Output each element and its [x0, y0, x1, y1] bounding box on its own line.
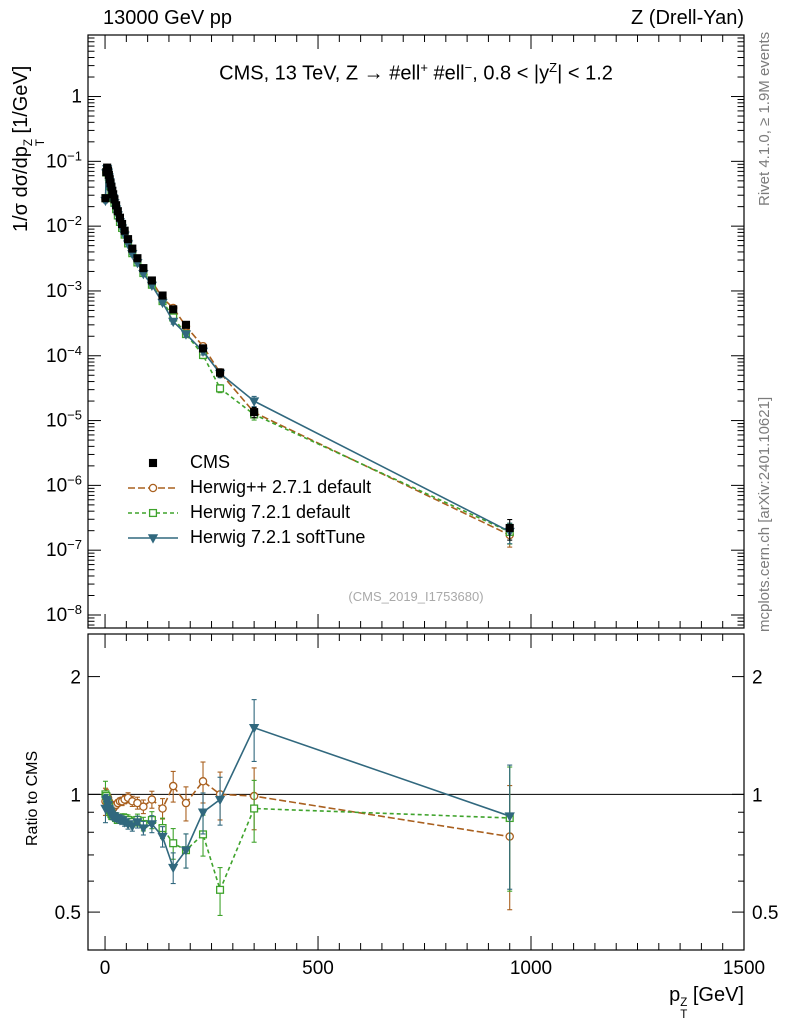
svg-text:2: 2	[70, 668, 81, 689]
legend-item-herwig7-default: Herwig 7.2.1 default	[126, 500, 371, 525]
legend-label-cms: CMS	[190, 452, 230, 472]
legend: CMS Herwig++ 2.7.1 default Herwig 7.2.1 …	[126, 450, 371, 550]
svg-text:10−6: 10−6	[46, 472, 82, 496]
mcplots-attribution-label: mcplots.cern.ch [arXiv:2401.10621]	[756, 396, 773, 632]
svg-text:1500: 1500	[723, 958, 765, 979]
legend-item-cms: CMS	[126, 450, 371, 475]
legend-item-herwig7-softtune: Herwig 7.2.1 softTune	[126, 525, 371, 550]
plot-title: CMS, 13 TeV, Z → #ell+ #ell−, 0.8 < |yZ|…	[219, 60, 613, 85]
herwig7-default-marker-swatch	[128, 508, 178, 517]
cms-marker-swatch	[148, 458, 158, 467]
y-axis-title: 1/σ dσ/dp Z T [1/GeV]	[10, 65, 48, 232]
rivet-version-label: Rivet 4.1.0, ≥ 1.9M events	[756, 31, 773, 206]
legend-label-herwig7-default: Herwig 7.2.1 default	[190, 502, 351, 522]
analysis-id-watermark: (CMS_2019_I1753680)	[348, 589, 484, 604]
svg-text:10−7: 10−7	[46, 537, 82, 561]
herwig7-softtune-marker-swatch	[128, 533, 178, 544]
svg-text:500: 500	[302, 958, 334, 979]
ratio-y-axis-title: Ratio to CMS	[24, 750, 41, 846]
svg-text:1: 1	[71, 87, 82, 108]
svg-text:0.5: 0.5	[55, 903, 81, 924]
svg-text:0.5: 0.5	[752, 903, 778, 924]
svg-text:10−4: 10−4	[46, 343, 82, 367]
svg-text:10−5: 10−5	[46, 408, 82, 432]
svg-text:10−1: 10−1	[46, 148, 82, 172]
herwigpp-marker-swatch	[128, 483, 178, 492]
rivet-credit-wrap: Rivet 4.1.0, ≥ 1.9M events	[756, 32, 786, 224]
svg-text:1000: 1000	[510, 958, 552, 979]
svg-text:2: 2	[752, 668, 763, 689]
svg-text:10−3: 10−3	[46, 278, 82, 302]
legend-label-herwig7-softtune: Herwig 7.2.1 softTune	[190, 527, 366, 547]
legend-item-herwigpp-default: Herwig++ 2.7.1 default	[126, 475, 371, 500]
legend-label-herwigpp: Herwig++ 2.7.1 default	[190, 477, 372, 497]
process-label: Z (Drell-Yan)	[631, 7, 744, 29]
mcplots-credit-wrap: mcplots.cern.ch [arXiv:2401.10621]	[756, 397, 786, 650]
beam-energy-label: 13000 GeV pp	[103, 7, 232, 29]
svg-text:0: 0	[100, 958, 111, 979]
y-axis-title-wrap: 1/σ dσ/dp Z T [1/GeV]	[10, 66, 176, 269]
svg-text:1: 1	[752, 785, 763, 806]
ratio-axis-title-wrap: Ratio to CMS	[24, 751, 119, 864]
svg-text:1: 1	[70, 785, 81, 806]
svg-text:10−8: 10−8	[46, 602, 82, 626]
